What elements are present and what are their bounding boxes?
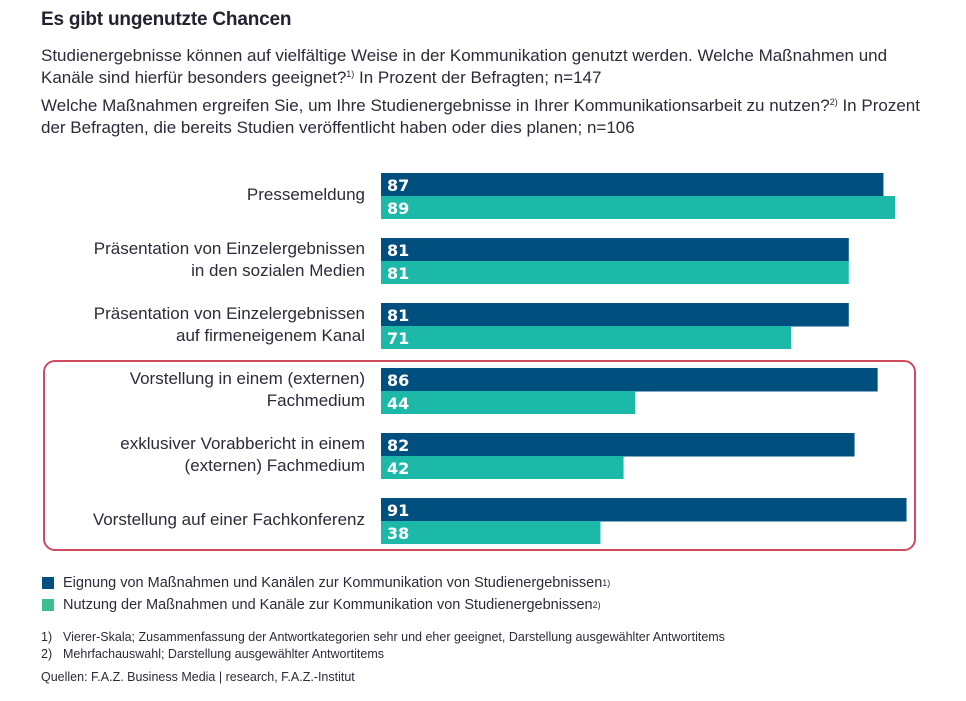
footnote-1-number: 1) <box>41 630 53 644</box>
legend-label-series2: Nutzung der Maßnahmen und Kanäle zur Kom… <box>63 597 593 613</box>
footnote-2-text: Mehrfachauswahl; Darstellung ausgewählte… <box>63 647 384 661</box>
category-label-line: auf firmeneigenem Kanal <box>175 326 365 345</box>
category-label-line: Fachmedium <box>266 391 365 410</box>
highlight-frame <box>43 360 916 551</box>
bar-value-label-series2-1: 81 <box>387 264 409 283</box>
question-2-footnote-ref: 2) <box>829 97 838 107</box>
bar-value-label-series2-4: 42 <box>387 459 409 478</box>
bar-series1-0 <box>381 173 884 197</box>
category-label-line: Präsentation von Einzelergebnissen <box>93 239 365 258</box>
category-label-0: Pressemeldung <box>25 184 365 206</box>
category-label-line: (externen) Fachmedium <box>184 456 365 475</box>
bar-series2-5 <box>381 521 601 544</box>
bar-value-label-series1-4: 82 <box>387 436 409 455</box>
question-1: Studienergebnisse können auf vielfältige… <box>41 45 941 89</box>
question-2: Welche Maßnahmen ergreifen Sie, um Ihre … <box>41 95 941 139</box>
legend-label-series1: Eignung von Maßnahmen und Kanälen zur Ko… <box>63 575 603 591</box>
question-1-tail: In Prozent der Befragten; n=147 <box>354 68 602 87</box>
category-label-5: Vorstellung auf einer Fachkonferenz <box>25 509 365 531</box>
source-note: Quellen: F.A.Z. Business Media | researc… <box>41 670 355 684</box>
bar-series1-5 <box>381 498 907 522</box>
legend-item-series2: Nutzung der Maßnahmen und Kanäle zur Kom… <box>42 597 601 613</box>
bar-series2-2 <box>381 326 792 349</box>
bar-series1-4 <box>381 433 855 457</box>
bar-series2-1 <box>381 261 849 284</box>
question-2-text: Welche Maßnahmen ergreifen Sie, um Ihre … <box>41 96 830 115</box>
bar-value-label-series1-3: 86 <box>387 371 409 390</box>
bar-series2-4 <box>381 456 624 479</box>
legend-swatch-series2 <box>42 599 54 611</box>
bar-value-label-series2-0: 89 <box>387 199 409 218</box>
category-label-line: Vorstellung auf einer Fachkonferenz <box>92 510 365 529</box>
footnote-2-number: 2) <box>41 647 53 661</box>
chart-title: Es gibt ungenutzte Chancen <box>41 9 292 30</box>
bar-value-label-series1-5: 91 <box>387 501 409 520</box>
bar-series1-2 <box>381 303 849 327</box>
category-label-line: Präsentation von Einzelergebnissen <box>93 304 365 323</box>
bar-series2-0 <box>381 196 895 219</box>
footnote-2: 2) Mehrfachauswahl; Darstellung ausgewähl… <box>41 647 384 661</box>
category-label-line: Vorstellung in einem (externen) <box>129 369 365 388</box>
bar-value-label-series2-2: 71 <box>387 329 409 348</box>
bar-value-label-series1-1: 81 <box>387 241 409 260</box>
category-label-1: Präsentation von Einzelergebnissen in den… <box>25 238 365 282</box>
bar-series2-3 <box>381 391 636 414</box>
category-label-4: exklusiver Vorabbericht in einem (externe… <box>25 433 365 477</box>
bar-value-label-series1-2: 81 <box>387 306 409 325</box>
legend-item-series1: Eignung von Maßnahmen und Kanälen zur Ko… <box>42 575 610 591</box>
question-1-text: Studienergebnisse können auf vielfältige… <box>41 46 888 87</box>
category-label-line: exklusiver Vorabbericht in einem <box>120 434 365 453</box>
footnote-1-text: Vierer-Skala; Zusammenfassung der Antwor… <box>63 630 725 644</box>
question-1-footnote-ref: 1) <box>346 69 355 79</box>
bar-series1-3 <box>381 368 878 392</box>
category-label-2: Präsentation von Einzelergebnissen auf fi… <box>25 303 365 347</box>
question-2-tail: In Prozent der Befragten, die bereits St… <box>41 96 920 137</box>
category-label-line: in den sozialen Medien <box>191 261 365 280</box>
category-label-3: Vorstellung in einem (externen) Fachmediu… <box>25 368 365 412</box>
bar-value-label-series1-0: 87 <box>387 176 409 195</box>
bar-series1-1 <box>381 238 849 262</box>
bar-value-label-series2-3: 44 <box>387 394 409 413</box>
category-label-line: Pressemeldung <box>246 185 365 204</box>
footnote-1: 1) Vierer-Skala; Zusammenfassung der Antw… <box>41 630 725 644</box>
legend-swatch-series1 <box>42 577 54 589</box>
bar-value-label-series2-5: 38 <box>387 524 409 543</box>
